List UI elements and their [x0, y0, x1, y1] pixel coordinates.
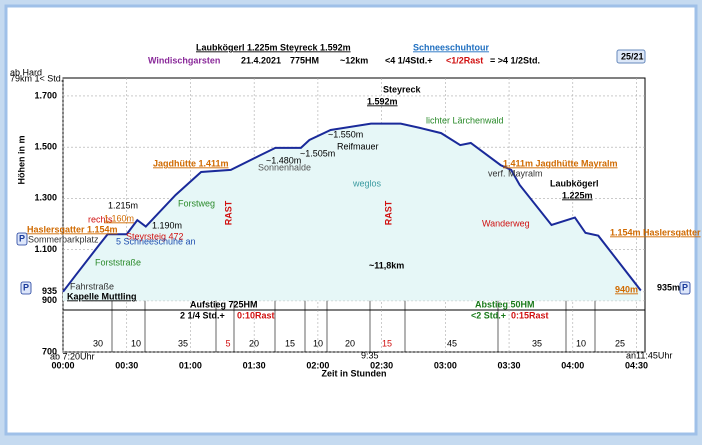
annotation: Fahrstraße [70, 281, 114, 291]
segment-label: 20 [345, 338, 355, 348]
annotation: 0:15Rast [511, 310, 549, 320]
y-tick-label: 1.300 [34, 193, 57, 203]
parking-box [16, 232, 28, 246]
segment-label: 10 [576, 338, 586, 348]
segment-label: 10 [313, 338, 323, 348]
annotation: 2 1/4 Std.+ [180, 310, 225, 320]
segment-label: 15 [285, 338, 295, 348]
annotation: ~1.480m [266, 155, 301, 165]
segment-label: 35 [178, 338, 188, 348]
annotation: ~1.505m [300, 148, 335, 158]
y-tick-label: 935 [42, 286, 57, 296]
header-text: Windischgarsten [148, 55, 220, 65]
annotation: P [682, 282, 688, 292]
annotation: 0:10Rast [237, 310, 275, 320]
annotation: 1.215m [108, 200, 138, 210]
annotation: P [23, 282, 29, 292]
segment-label: 10 [131, 338, 141, 348]
annotation: 1.190m [152, 220, 182, 230]
y-axis-label: Höhen in m [16, 136, 26, 185]
annotation: Laubkögerl [550, 178, 599, 188]
y-tick-label: 1.500 [34, 142, 57, 152]
annotation: 940m [615, 284, 638, 294]
x-tick-label: 02:00 [306, 360, 329, 370]
x-tick-label: 03:00 [434, 360, 457, 370]
annotation: Aufstieg 725HM [190, 299, 258, 309]
x-tick-label: 01:30 [243, 360, 266, 370]
annotation: 9:35 [361, 350, 379, 360]
x-axis-label: Zeit in Stunden [322, 368, 387, 378]
header-text: ~12km [340, 55, 368, 65]
segment-label: 5 [225, 338, 230, 348]
header-text: <4 1/4Std.+ [385, 55, 433, 65]
x-tick-label: 04:30 [625, 360, 648, 370]
annotation: verf. Mayralm [488, 168, 543, 178]
annotation: 1.160m [104, 213, 134, 223]
segment-label: 45 [447, 338, 457, 348]
x-tick-label: 00:30 [115, 360, 138, 370]
annotation: P [19, 233, 25, 243]
annotation: Sonnenhalde [258, 162, 311, 172]
y-tick-label: 700 [42, 346, 57, 356]
segment-label: 20 [249, 338, 259, 348]
annotation: Steyreck [383, 84, 422, 94]
annotation: <2 Std.+ [471, 310, 506, 320]
annotation: an11:45Uhr [626, 350, 672, 360]
annotation: 1.592m [367, 96, 398, 106]
annotation: Forstweg [178, 198, 215, 208]
annotation: Reifmauer [337, 141, 379, 151]
annotation: ab 7:20Uhr [50, 351, 95, 361]
annotation: Wanderweg [482, 218, 530, 228]
y-tick-label: 900 [42, 295, 57, 305]
x-tick-label: 03:30 [498, 360, 521, 370]
annotation: 5 Schneeschuhe an [116, 236, 196, 246]
annotation: RAST [223, 200, 233, 225]
x-tick-label: 04:00 [561, 360, 584, 370]
header-text: ab Hard [10, 67, 42, 77]
segment-label: 30 [93, 338, 103, 348]
annotation: Abstieg 50HM [475, 299, 535, 309]
annotation: Sommerparkplatz [28, 234, 99, 244]
annotation: weglos [352, 178, 382, 188]
parking-box [679, 281, 691, 295]
x-tick-label: 02:30 [370, 360, 393, 370]
annotation: Forststraße [95, 257, 141, 267]
y-tick-label: 1.700 [34, 90, 57, 100]
annotation: Kapelle Muttling [67, 291, 137, 301]
segment-label: 25 [615, 338, 625, 348]
annotation: lichter Lärchenwald [426, 115, 504, 125]
header-text: 25/21 [621, 51, 644, 61]
header-text: 21.4.2021 [241, 55, 281, 65]
header-text: 79km 1< Std. [10, 73, 63, 83]
annotation: RAST [383, 200, 393, 225]
annotation: ~1.550m [328, 129, 363, 139]
annotation: 1.225m [562, 190, 593, 200]
header-text: <1/2Rast [446, 55, 483, 65]
x-tick-label: 00:00 [51, 360, 74, 370]
annotation: 1.154m Haslersgatter [610, 227, 701, 237]
profile-line [62, 122, 642, 293]
annotation: Steyrsteig 472 [126, 231, 184, 241]
annotation: 935m [657, 282, 680, 292]
page-badge [616, 49, 646, 64]
header-text: Laubkögerl 1.225m Steyreck 1.592m [196, 42, 351, 52]
parking-box [20, 281, 32, 295]
annotation: Jagdhütte 1.411m [153, 158, 229, 168]
segment-label: 15 [382, 338, 392, 348]
profile-area [63, 123, 641, 301]
annotation: Haslersgatter 1.154m [27, 224, 118, 234]
header-text: = >4 1/2Std. [490, 55, 540, 65]
segment-label: 35 [532, 338, 542, 348]
header-text: 775HM [290, 55, 319, 65]
annotation: ~11,8km [369, 260, 404, 270]
annotation: rechts [88, 214, 113, 224]
header-text: Schneeschuhtour [413, 42, 490, 52]
x-tick-label: 01:00 [179, 360, 202, 370]
y-tick-label: 1.100 [34, 244, 57, 254]
annotation: 1.411m Jagdhütte Mayralm [503, 158, 618, 168]
